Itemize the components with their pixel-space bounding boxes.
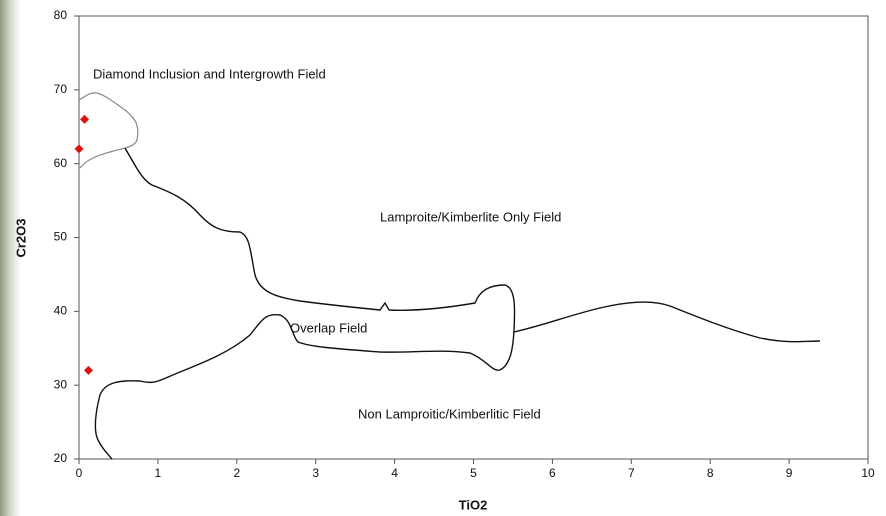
x-tick-label: 0 — [76, 466, 83, 480]
plot-frame — [79, 16, 868, 459]
y-tick-label: 30 — [54, 377, 68, 391]
x-axis-title: TiO2 — [459, 497, 488, 512]
x-tick-label: 7 — [628, 466, 635, 480]
y-tick-label: 20 — [54, 451, 68, 465]
x-tick-label: 6 — [549, 466, 556, 480]
y-tick-label: 40 — [54, 304, 68, 318]
x-tick-label: 3 — [312, 466, 319, 480]
x-tick-label: 1 — [155, 466, 162, 480]
x-tick-label: 2 — [233, 466, 240, 480]
annotation: Lamproite/Kimberlite Only Field — [380, 209, 561, 224]
y-tick-label: 60 — [54, 156, 68, 170]
x-tick-label: 8 — [707, 466, 714, 480]
x-tick-label: 4 — [391, 466, 398, 480]
chart: TiO2 Cr2O3 0 1 2 3 4 5 6 7 8 9 10 20 30 40 50 60 70 80 Dia… — [0, 0, 886, 516]
annotation: Overlap Field — [290, 320, 367, 335]
y-tick-label: 50 — [54, 230, 68, 244]
x-tick-label: 5 — [470, 466, 477, 480]
x-tick-label: 9 — [786, 466, 793, 480]
annotation: Non Lamproitic/Kimberlitic Field — [358, 406, 541, 421]
y-axis-title: Cr2O3 — [13, 218, 28, 257]
y-tick-label: 80 — [54, 8, 68, 22]
y-tick-label: 70 — [54, 82, 68, 96]
annotation: Diamond Inclusion and Intergrowth Field — [93, 66, 326, 81]
x-tick-label: 10 — [861, 466, 875, 480]
